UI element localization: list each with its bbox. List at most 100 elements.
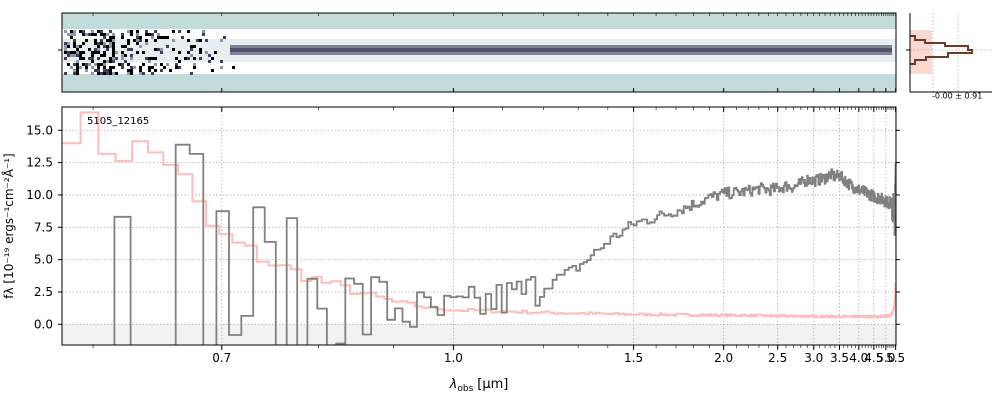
flux-spectrum-line — [113, 143, 896, 345]
two-d-noise-pixel — [160, 36, 163, 39]
two-d-noise-pixel — [130, 72, 133, 75]
two-d-noise-pixel — [148, 66, 151, 69]
two-d-noise-pixel — [223, 36, 226, 39]
two-d-noise-pixel — [97, 45, 100, 48]
two-d-noise-pixel — [76, 51, 79, 54]
two-d-noise-pixel — [142, 72, 145, 75]
two-d-noise-pixel — [136, 30, 139, 33]
two-d-noise-pixel — [91, 66, 94, 69]
two-d-noise-pixel — [157, 33, 160, 36]
profile-panel: -0.00 ± 0.91 — [906, 13, 992, 101]
y-tick-label: 10.0 — [26, 188, 53, 202]
two-d-noise-pixel — [130, 33, 133, 36]
two-d-noise-pixel — [124, 45, 127, 48]
two-d-noise-pixel — [79, 30, 82, 33]
two-d-frame — [61, 12, 897, 93]
two-d-noise-pixel — [70, 54, 73, 57]
two-d-noise-pixel — [139, 66, 142, 69]
y-tick-label: 2.5 — [34, 285, 53, 299]
two-d-noise-pixel — [109, 45, 112, 48]
two-d-noise-pixel — [97, 66, 100, 69]
two-d-noise-pixel — [193, 66, 196, 69]
two-d-noise-pixel — [112, 36, 115, 39]
two-d-noise-pixel — [139, 39, 142, 42]
two-d-noise-pixel — [187, 39, 190, 42]
two-d-noise-pixel — [103, 45, 106, 48]
two-d-noise-pixel — [70, 51, 73, 54]
two-d-noise-pixel — [67, 54, 70, 57]
two-d-noise-pixel — [100, 63, 103, 66]
two-d-noise-pixel — [106, 72, 109, 75]
two-d-noise-pixel — [178, 51, 181, 54]
two-d-noise-pixel — [94, 33, 97, 36]
two-d-noise-pixel — [94, 69, 97, 72]
two-d-noise-pixel — [103, 72, 106, 75]
two-d-noise-pixel — [67, 51, 70, 54]
two-d-noise-pixel — [199, 48, 202, 51]
two-d-noise-pixel — [121, 57, 124, 60]
two-d-noise-pixel — [112, 45, 115, 48]
two-d-noise-pixel — [190, 48, 193, 51]
two-d-noise-pixel — [73, 54, 76, 57]
two-d-noise-pixel — [199, 51, 202, 54]
two-d-noise-pixel — [64, 72, 67, 75]
two-d-noise-pixel — [130, 66, 133, 69]
two-d-noise-pixel — [154, 57, 157, 60]
two-d-noise-pixel — [130, 48, 133, 51]
profile-curve — [910, 35, 973, 65]
two-d-noise-pixel — [109, 60, 112, 63]
two-d-noise-pixel — [184, 57, 187, 60]
two-d-noise-pixel — [112, 60, 115, 63]
two-d-noise-pixel — [73, 72, 76, 75]
two-d-noise-pixel — [76, 60, 79, 63]
two-d-xticks — [92, 13, 897, 92]
two-d-noise-pixel — [175, 57, 178, 60]
two-d-noise-pixel — [103, 51, 106, 54]
two-d-noise-pixel — [88, 57, 91, 60]
x-axis-label-symbol: λ — [449, 377, 458, 392]
two-d-noise-pixel — [94, 42, 97, 45]
two-d-noise-pixel — [205, 39, 208, 42]
two-d-noise-pixel — [181, 36, 184, 39]
two-d-noise-pixel — [190, 45, 193, 48]
two-d-noise-pixel — [100, 33, 103, 36]
two-d-noise-pixel — [151, 66, 154, 69]
two-d-noise-pixel — [76, 72, 79, 75]
two-d-noise-pixel — [172, 48, 175, 51]
two-d-noise-pixel — [109, 39, 112, 42]
two-d-noise-pixel — [94, 51, 97, 54]
two-d-noise-pixel — [145, 30, 148, 33]
two-d-noise-pixel — [73, 45, 76, 48]
two-d-spectrum-panel — [58, 12, 897, 93]
two-d-noise-pixel — [148, 57, 151, 60]
one-d-frame — [61, 106, 897, 346]
two-d-noise-pixel — [70, 36, 73, 39]
two-d-noise-pixel — [220, 60, 223, 63]
two-d-noise-pixel — [103, 69, 106, 72]
x-tick-label: 4.0 — [849, 351, 868, 365]
two-d-noise-pixel — [64, 57, 67, 60]
two-d-noise-pixel — [211, 69, 214, 72]
two-d-noise-pixel — [67, 33, 70, 36]
two-d-noise-pixel — [103, 33, 106, 36]
two-d-noise-pixel — [115, 72, 118, 75]
two-d-noise-pixel — [106, 39, 109, 42]
two-d-noise-pixel — [115, 57, 118, 60]
two-d-noise-pixel — [109, 42, 112, 45]
x-tick-label: 1.0 — [444, 351, 463, 365]
x-tick-label: 5.5 — [886, 351, 905, 365]
grid-lines — [62, 107, 896, 345]
two-d-noise-pixel — [145, 39, 148, 42]
two-d-noise-pixel — [103, 36, 106, 39]
two-d-noise-pixel — [112, 54, 115, 57]
x-tick-label: 2.5 — [768, 351, 787, 365]
two-d-noise-pixel — [148, 60, 151, 63]
two-d-noise-pixel — [100, 39, 103, 42]
two-d-noise-pixel — [220, 66, 223, 69]
two-d-noise-pixel — [118, 63, 121, 66]
two-d-noise-pixel — [112, 42, 115, 45]
two-d-noise-pixel — [199, 57, 202, 60]
two-d-noise-pixel — [115, 51, 118, 54]
two-d-noise-pixel — [91, 54, 94, 57]
two-d-noise-pixel — [178, 30, 181, 33]
